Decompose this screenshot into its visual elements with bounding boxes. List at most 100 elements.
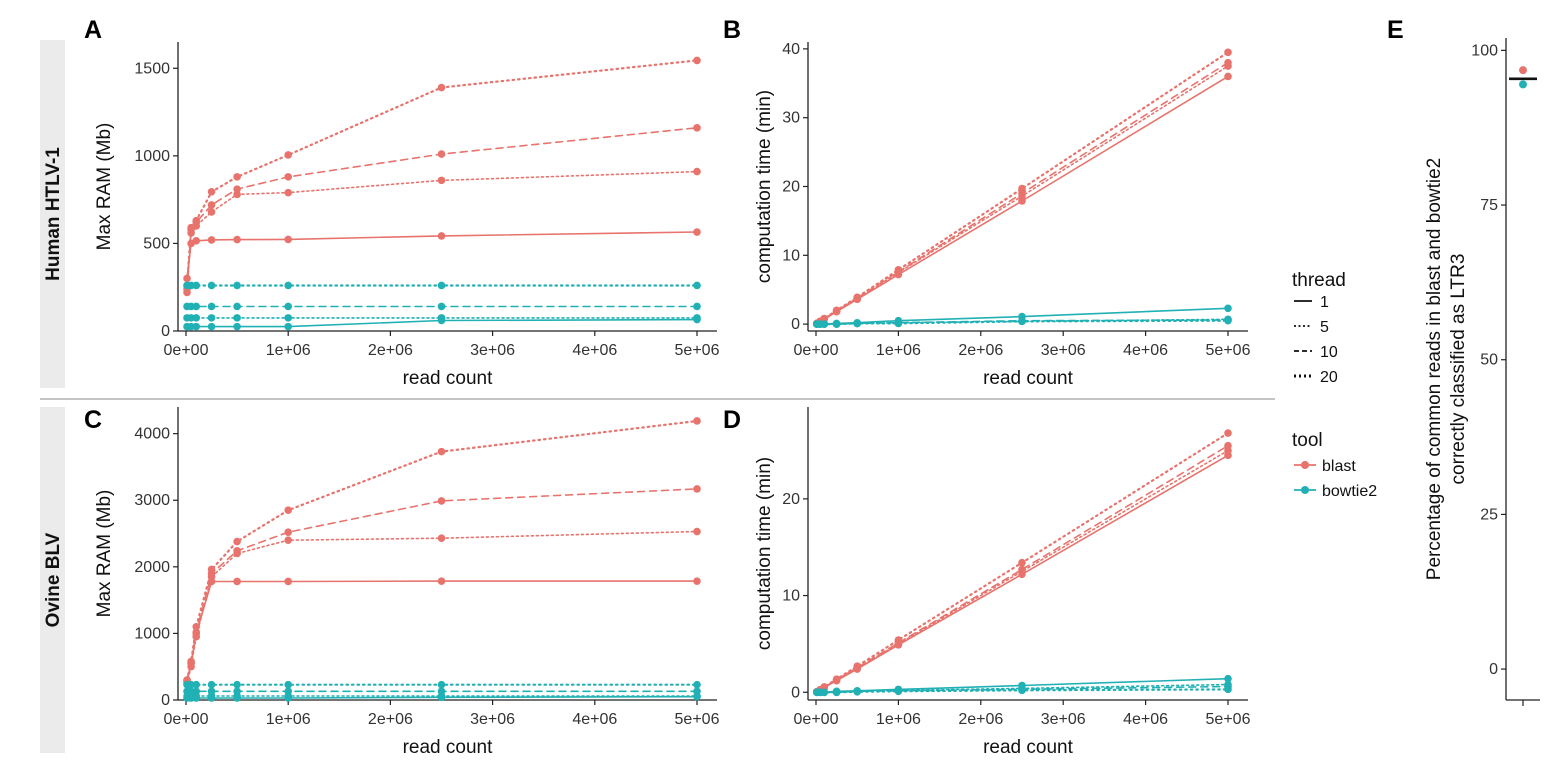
data-point-bowtie2-thread-20 bbox=[693, 680, 701, 689]
panel-b-time-human: 0e+00 1e+06 2e+06 3e+06 4e+06 5e+06 0 10 20 30 40 r… bbox=[754, 41, 1251, 389]
y-tick-label: 30 bbox=[782, 110, 800, 127]
data-point-blast-thread-20 bbox=[187, 223, 195, 232]
data-point-blast-thread-5 bbox=[233, 190, 241, 199]
data-point-blast-thread-20 bbox=[1018, 184, 1026, 193]
legend-thread-label: 10 bbox=[1320, 344, 1338, 361]
data-point-bowtie2-thread-5 bbox=[284, 314, 293, 322]
data-point-bowtie2-thread-20 bbox=[207, 680, 216, 689]
x-tick-label: 2e+06 bbox=[368, 711, 413, 728]
data-point-bowtie2-thread-20 bbox=[894, 319, 903, 328]
y-tick-label: 4000 bbox=[134, 426, 170, 443]
y-tick-label: 75 bbox=[1480, 197, 1498, 214]
data-point-blast-thread-5 bbox=[437, 176, 446, 185]
data-point-bowtie2-thread-10 bbox=[207, 687, 216, 696]
data-point-bowtie2-thread-20 bbox=[1018, 686, 1026, 695]
legend-tool-key-dot-bowtie2 bbox=[1301, 486, 1309, 494]
data-point-blast-thread-10 bbox=[693, 485, 701, 493]
y-tick-label: 40 bbox=[782, 41, 800, 58]
data-point-blast-thread-20 bbox=[894, 265, 903, 274]
panel-label-e: E bbox=[1387, 16, 1404, 44]
y-axis-title-line: correctly classified as LTR3 bbox=[1448, 254, 1469, 485]
data-point-bowtie2-thread-5 bbox=[693, 314, 701, 322]
y-tick-label: 1000 bbox=[134, 148, 170, 165]
y-tick-label: 20 bbox=[782, 179, 800, 196]
x-tick-label: 3e+06 bbox=[470, 711, 515, 728]
data-point-blast-thread-1 bbox=[437, 577, 446, 585]
data-point-blast-thread-1 bbox=[1224, 72, 1232, 81]
data-point-bowtie2-thread-5 bbox=[192, 314, 201, 322]
data-point-blast-thread-1 bbox=[233, 235, 241, 244]
data-point-bowtie2-thread-5 bbox=[437, 314, 446, 322]
y-axis-title: computation time (min) bbox=[754, 90, 775, 283]
data-point-bowtie2-thread-20 bbox=[284, 680, 293, 689]
x-axis-title: read count bbox=[403, 368, 494, 389]
data-point-bowtie2-thread-10 bbox=[207, 302, 216, 311]
data-point-bowtie2-thread-10 bbox=[693, 687, 701, 696]
y-tick-label: 0 bbox=[791, 684, 800, 701]
data-point-blast-thread-20 bbox=[1224, 48, 1232, 57]
data-point-bowtie2-thread-10 bbox=[284, 687, 293, 696]
data-point-bowtie2-thread-20 bbox=[1224, 685, 1232, 694]
series-line-blast-thread-10 bbox=[186, 488, 698, 683]
data-point-bowtie2-thread-5 bbox=[207, 314, 216, 322]
x-tick-label: 0e+00 bbox=[164, 342, 209, 359]
y-axis-title: Max RAM (Mb) bbox=[94, 123, 115, 251]
data-point-blast-thread-20 bbox=[894, 636, 903, 644]
x-tick-label: 2e+06 bbox=[958, 342, 1003, 359]
data-point-bowtie2-thread-20 bbox=[820, 320, 829, 328]
data-point-bowtie2-thread-10 bbox=[192, 302, 201, 311]
data-point-blast-thread-20 bbox=[207, 565, 216, 574]
data-point-blast-thread-5 bbox=[207, 208, 216, 216]
data-point-blast-thread-1 bbox=[192, 236, 201, 245]
x-tick-label: 1e+06 bbox=[266, 342, 311, 359]
legend-tool-title: tool bbox=[1292, 430, 1323, 451]
data-point-blast-thread-20 bbox=[192, 216, 201, 225]
y-tick-label: 0 bbox=[1489, 661, 1498, 678]
y-tick-label: 1500 bbox=[134, 60, 170, 77]
legend-thread-items: 1 5 10 20 bbox=[1294, 294, 1338, 386]
data-point-blast-thread-10 bbox=[1224, 441, 1232, 450]
y-tick-label: 10 bbox=[782, 588, 800, 605]
data-point-bowtie2-thread-1 bbox=[1224, 304, 1232, 313]
x-tick-label: 4e+06 bbox=[1123, 711, 1168, 728]
y-tick-label: 100 bbox=[1471, 42, 1498, 59]
strip-human-bg bbox=[40, 40, 65, 388]
data-point-bowtie2-thread-1 bbox=[1224, 674, 1232, 683]
panel-a-ram-human: 0e+00 1e+06 2e+06 3e+06 4e+06 5e+06 0 500 1000 15… bbox=[94, 42, 720, 389]
data-point-bowtie2-thread-1 bbox=[207, 322, 216, 331]
data-point-bowtie2-thread-20 bbox=[233, 680, 241, 689]
y-tick-label: 2000 bbox=[134, 559, 170, 576]
panel-c-ram-ovine: 0e+00 1e+06 2e+06 3e+06 4e+06 5e+06 0 1000 2000 3… bbox=[94, 407, 720, 758]
data-point-blast-thread-10 bbox=[284, 173, 293, 181]
data-point-blast-thread-20 bbox=[853, 293, 861, 302]
data-point-blast-thread-10 bbox=[437, 150, 446, 158]
data-point-blast bbox=[1519, 66, 1527, 75]
data-point-blast-thread-10 bbox=[1018, 565, 1026, 574]
series-line-blast-thread-20 bbox=[185, 419, 699, 682]
x-axis-title: read count bbox=[983, 368, 1074, 389]
data-point-blast-thread-1 bbox=[693, 577, 701, 585]
panel-label-a: A bbox=[84, 16, 102, 44]
y-tick-label: 25 bbox=[1480, 506, 1498, 523]
data-point-bowtie2-thread-20 bbox=[853, 687, 861, 696]
series-line-blast-thread-5 bbox=[186, 530, 698, 685]
y-tick-label: 3000 bbox=[134, 492, 170, 509]
x-tick-label: 5e+06 bbox=[1206, 342, 1251, 359]
data-point-blast-thread-20 bbox=[187, 657, 195, 666]
data-point-bowtie2-thread-20 bbox=[192, 281, 201, 290]
y-tick-label: 0 bbox=[161, 692, 170, 709]
data-point-bowtie2 bbox=[1519, 80, 1527, 89]
data-point-blast-thread-5 bbox=[284, 188, 293, 197]
y-tick-label: 0 bbox=[161, 323, 170, 340]
data-point-blast-thread-1 bbox=[693, 228, 701, 236]
data-point-blast-thread-5 bbox=[693, 167, 701, 176]
x-axis-title: read count bbox=[403, 737, 494, 758]
y-tick-label: 20 bbox=[782, 491, 800, 508]
data-point-bowtie2-thread-20 bbox=[192, 680, 201, 689]
legend-tool-label: blast bbox=[1322, 458, 1356, 475]
strip-human-label: Human HTLV-1 bbox=[43, 147, 64, 281]
data-point-bowtie2-thread-20 bbox=[1224, 316, 1232, 325]
y-tick-label: 50 bbox=[1480, 352, 1498, 369]
data-point-bowtie2-thread-1 bbox=[192, 322, 201, 331]
legend-thread-label: 20 bbox=[1320, 369, 1338, 386]
